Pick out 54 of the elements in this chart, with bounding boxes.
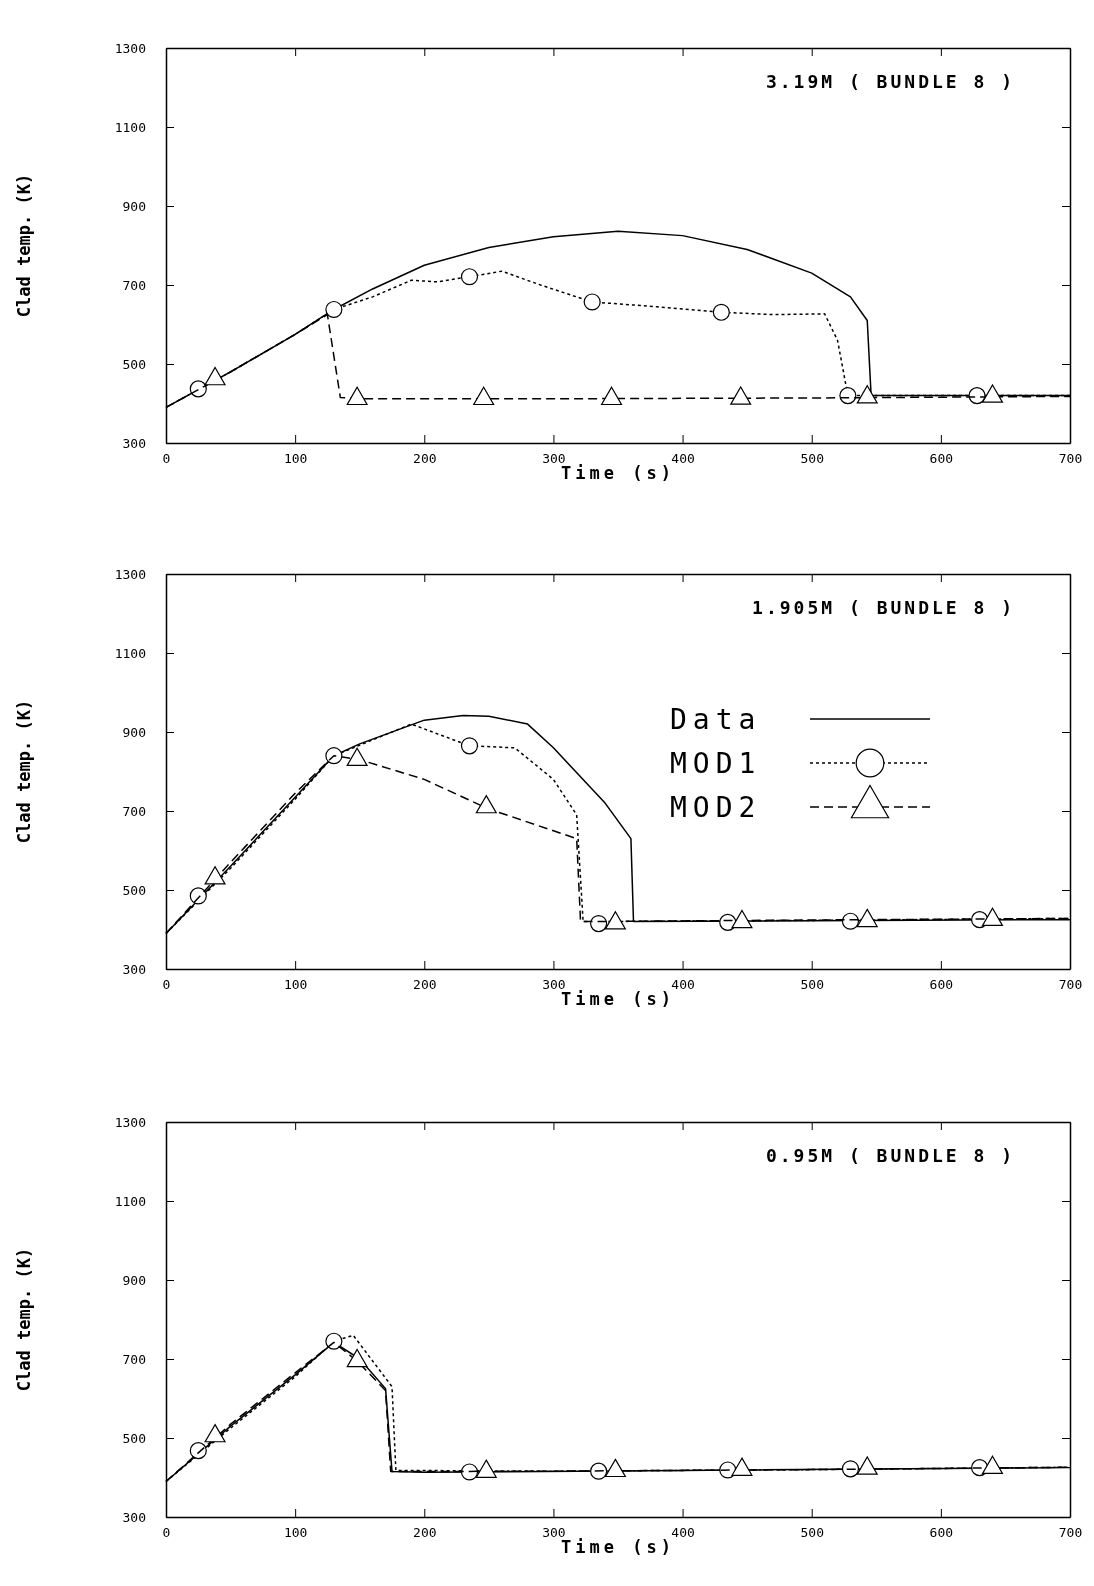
y-tick-label: 700 bbox=[122, 1351, 146, 1367]
x-tick-label: 500 bbox=[800, 450, 824, 466]
x-tick-label: 300 bbox=[542, 450, 566, 466]
y-tick-label: 1300 bbox=[114, 1114, 146, 1130]
y-axis-title: Clad temp. (K) bbox=[14, 1247, 34, 1392]
x-tick-label: 500 bbox=[800, 976, 824, 992]
legend-label: MOD1 bbox=[670, 747, 762, 780]
x-tick-label: 700 bbox=[1058, 450, 1083, 466]
x-axis-title: Time (s) bbox=[561, 989, 675, 1009]
legend-label: Data bbox=[670, 703, 762, 736]
x-tick-label: 600 bbox=[929, 1524, 954, 1540]
y-tick-label: 1100 bbox=[114, 645, 146, 661]
x-tick-label: 400 bbox=[671, 450, 695, 466]
y-tick-label: 500 bbox=[122, 882, 146, 898]
x-tick-label: 500 bbox=[800, 1524, 824, 1540]
x-tick-label: 100 bbox=[283, 976, 308, 992]
x-axis-title: Time (s) bbox=[561, 1537, 675, 1557]
annotation: 1.905M ( BUNDLE 8 ) bbox=[752, 597, 1015, 618]
x-tick-label: 100 bbox=[283, 450, 308, 466]
y-tick-label: 1100 bbox=[114, 119, 146, 135]
legend-label: MOD2 bbox=[670, 791, 762, 824]
x-tick-label: 700 bbox=[1058, 1524, 1083, 1540]
y-tick-label: 900 bbox=[122, 724, 146, 740]
y-tick-label: 900 bbox=[122, 198, 146, 214]
x-tick-label: 600 bbox=[929, 450, 954, 466]
x-tick-label: 200 bbox=[413, 450, 437, 466]
annotation: 0.95M ( BUNDLE 8 ) bbox=[765, 1145, 1015, 1166]
y-tick-label: 300 bbox=[122, 1509, 146, 1525]
x-tick-label: 700 bbox=[1058, 976, 1083, 992]
y-axis-title: Clad temp. (K) bbox=[14, 173, 34, 318]
x-tick-label: 200 bbox=[413, 976, 437, 992]
y-tick-label: 700 bbox=[122, 803, 146, 819]
x-axis-title: Time (s) bbox=[561, 463, 675, 483]
annotation: 3.19M ( BUNDLE 8 ) bbox=[765, 71, 1015, 92]
x-tick-label: 300 bbox=[542, 976, 566, 992]
y-tick-label: 1300 bbox=[114, 566, 146, 582]
y-tick-label: 700 bbox=[122, 277, 146, 293]
x-tick-label: 200 bbox=[413, 1524, 437, 1540]
y-tick-label: 900 bbox=[122, 1272, 146, 1288]
x-tick-label: 400 bbox=[671, 1524, 695, 1540]
y-tick-label: 500 bbox=[122, 1430, 146, 1446]
y-tick-label: 300 bbox=[122, 961, 146, 977]
x-tick-label: 100 bbox=[283, 1524, 308, 1540]
y-tick-label: 300 bbox=[122, 435, 146, 451]
y-axis-title: Clad temp. (K) bbox=[14, 699, 34, 844]
y-tick-label: 1100 bbox=[114, 1193, 146, 1209]
x-tick-label: 0 bbox=[162, 976, 171, 992]
x-tick-label: 300 bbox=[542, 1524, 566, 1540]
x-tick-label: 400 bbox=[671, 976, 695, 992]
x-tick-label: 0 bbox=[162, 450, 171, 466]
x-tick-label: 0 bbox=[162, 1524, 171, 1540]
y-tick-label: 500 bbox=[122, 356, 146, 372]
y-tick-label: 1300 bbox=[114, 40, 146, 56]
x-tick-label: 600 bbox=[929, 976, 954, 992]
